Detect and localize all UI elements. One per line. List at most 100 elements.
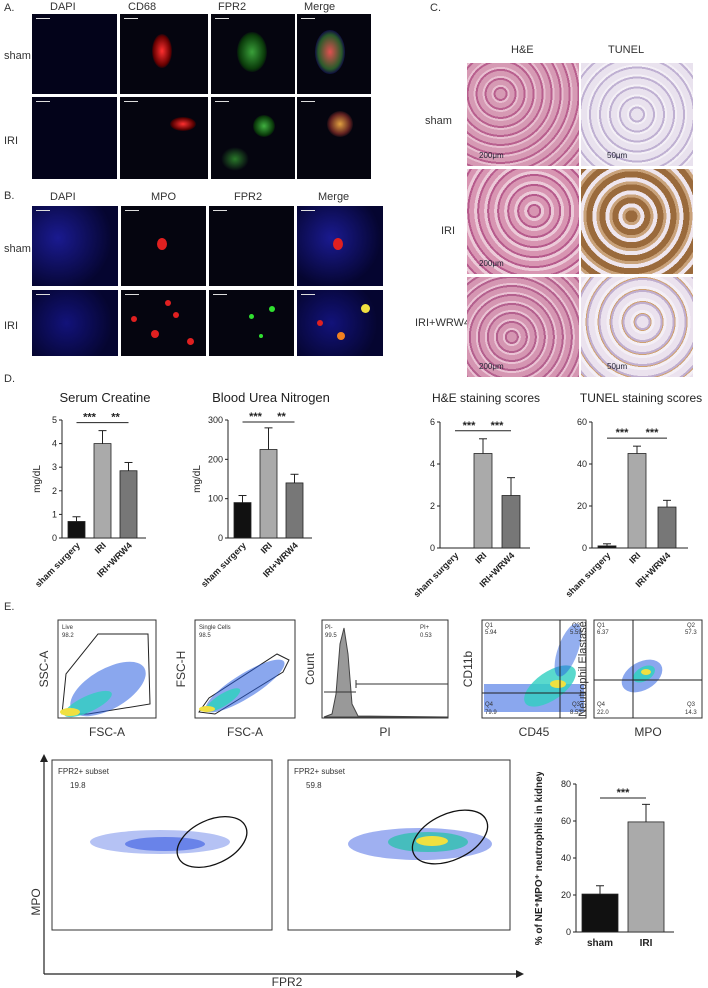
panel-a-col-cd68: CD68 — [128, 1, 157, 13]
flow-y-label: Neutrophil Elastase — [577, 621, 589, 716]
significance-label: *** — [617, 787, 631, 799]
flow-x-label: FSC-A — [227, 725, 263, 739]
panel-a-col-dapi: DAPI — [50, 1, 76, 13]
scale-label: 200μm — [479, 259, 504, 268]
histology-he-sham: 200μm — [467, 63, 579, 166]
x-tick-label: IRI — [640, 938, 653, 949]
subset-label: FPR2+ subset — [58, 767, 110, 776]
y-axis-label: mg/dL — [192, 465, 203, 493]
micrograph-a-iri-dapi — [32, 97, 117, 179]
y-tick-label: 1 — [52, 509, 57, 519]
y-axis-label: mg/dL — [32, 465, 43, 493]
quadrant-label-q1: Q1 — [597, 623, 606, 629]
micrograph-b-iri-merge — [297, 290, 383, 356]
y-tick-label: 4 — [430, 459, 435, 469]
y-tick-label: 20 — [577, 501, 587, 511]
bar — [627, 453, 647, 549]
quadrant-value-q3: 14.3 — [685, 710, 697, 716]
y-tick-label: 200 — [208, 454, 223, 464]
chart-tunel-staining-scores: TUNEL staining scores 0 20 40 60 sham surgery… — [564, 391, 703, 599]
flow-y-label: Count — [303, 652, 317, 685]
big-x-label: FPR2 — [272, 975, 303, 988]
gate-value: 98.2 — [62, 633, 74, 639]
flow-x-label: PI — [379, 725, 390, 739]
micrograph-a-sham-merge — [297, 14, 371, 94]
bar — [233, 502, 252, 539]
panel-c-row-iri-wrw4: IRI+WRW4 — [415, 317, 471, 329]
flow-y-label: SSC-A — [37, 651, 51, 688]
panel-e-letter: E. — [4, 601, 15, 613]
y-tick-label: 100 — [208, 494, 223, 504]
histology-tunel-sham: 50μm — [581, 63, 693, 166]
quadrant-label-q4: Q4 — [485, 702, 494, 708]
gate-value-negative: 99.5 — [325, 633, 337, 639]
subset-value: 59.8 — [306, 781, 322, 790]
chart-title: Blood Urea Nitrogen — [212, 390, 330, 405]
gate-value-positive: 0.53 — [420, 633, 432, 639]
significance-label: *** — [249, 411, 263, 423]
y-tick-label: 2 — [52, 486, 57, 496]
significance-label: *** — [83, 412, 97, 424]
flow-plot-cd45-cd11b: Q1 5.94 Q2 5.59 Q4 79.9 Q3 8.53 CD11b CD… — [461, 619, 587, 739]
significance-label: *** — [491, 420, 505, 432]
quadrant-value-q4: 79.9 — [485, 710, 497, 716]
y-tick-label: 0 — [430, 543, 435, 553]
panel-c-row-sham: sham — [425, 115, 452, 127]
y-axis-label: % of NE⁺MPO⁺ neutrophils in kidney — [534, 772, 545, 945]
panel-c-col-tunel: TUNEL — [608, 44, 645, 56]
quadrant-value-q1: 5.94 — [485, 630, 497, 636]
chart-blood-urea-nitrogen: Blood Urea Nitrogen 0 100 200 300 mg/dL sham s… — [192, 390, 330, 589]
chart-title: Serum Creatine — [59, 390, 150, 405]
y-tick-label: 4 — [52, 439, 57, 449]
flow-y-label: FSC-H — [174, 651, 188, 688]
x-tick-label: sham — [587, 938, 613, 949]
quadrant-label-q1: Q1 — [485, 623, 494, 629]
bar — [259, 449, 278, 539]
x-tick-label: sham surgery — [564, 550, 613, 599]
flow-y-label: CD11b — [461, 650, 475, 687]
micrograph-b-iri-dapi — [32, 290, 118, 356]
y-tick-label: 6 — [430, 417, 435, 427]
significance-label: *** — [616, 427, 630, 439]
y-tick-label: 60 — [561, 816, 571, 826]
scale-label: 200μm — [479, 362, 504, 371]
y-tick-label: 40 — [561, 853, 571, 863]
flow-plot-singlets: Single Cells 98.5 FSC-H FSC-A — [174, 619, 296, 739]
panel-c-col-he: H&E — [511, 44, 534, 56]
scatter-iri-points — [348, 828, 492, 860]
flow-plot-pi-histogram: PI- 99.5 PI+ 0.53 Count PI — [303, 619, 449, 739]
quadrant-label-q3: Q3 — [572, 702, 581, 708]
chart-title: H&E staining scores — [432, 391, 540, 405]
chart-ne-mpo-neutrophils: 0 20 40 60 80 % of NE⁺MPO⁺ neutrophils in kid… — [534, 772, 674, 949]
scale-label: 50μm — [607, 362, 628, 371]
y-tick-label: 0 — [218, 533, 223, 543]
panel-a-row-iri: IRI — [4, 135, 19, 147]
subset-value: 19.8 — [70, 781, 86, 790]
chart-title: TUNEL staining scores — [580, 391, 702, 405]
gate-label: Single Cells — [199, 625, 231, 631]
quadrant-value-q3: 8.53 — [570, 710, 582, 716]
micrograph-b-sham-dapi — [32, 206, 118, 286]
quadrant-label-q4: Q4 — [597, 702, 606, 708]
flow-plot-mpo-ne: Q1 6.37 Q2 57.3 Q4 22.0 Q3 14.3 Neutroph… — [577, 619, 703, 739]
flow-x-label: MPO — [634, 725, 661, 739]
y-tick-label: 80 — [561, 779, 571, 789]
histology-he-iri: 200μm — [467, 169, 579, 274]
bar — [657, 506, 677, 549]
gate-ellipse-iri — [411, 809, 489, 865]
big-y-label: MPO — [29, 888, 43, 915]
scale-label: 50μm — [607, 151, 628, 160]
bar — [473, 453, 493, 549]
gate-ellipse-sham — [176, 816, 248, 868]
y-tick-label: 40 — [577, 459, 587, 469]
micrograph-b-iri-fpr2 — [209, 290, 294, 356]
bar — [501, 495, 521, 549]
panel-b-col-fpr2: FPR2 — [234, 191, 263, 203]
panel-b-letter: B. — [4, 190, 15, 202]
x-tick-label: IRI — [473, 550, 488, 565]
y-tick-label: 300 — [208, 415, 223, 425]
bar — [119, 470, 138, 539]
panel-b-col-dapi: DAPI — [50, 191, 76, 203]
panel-b-col-mpo: MPO — [151, 191, 177, 203]
panel-b-col-merge: Merge — [318, 191, 350, 203]
